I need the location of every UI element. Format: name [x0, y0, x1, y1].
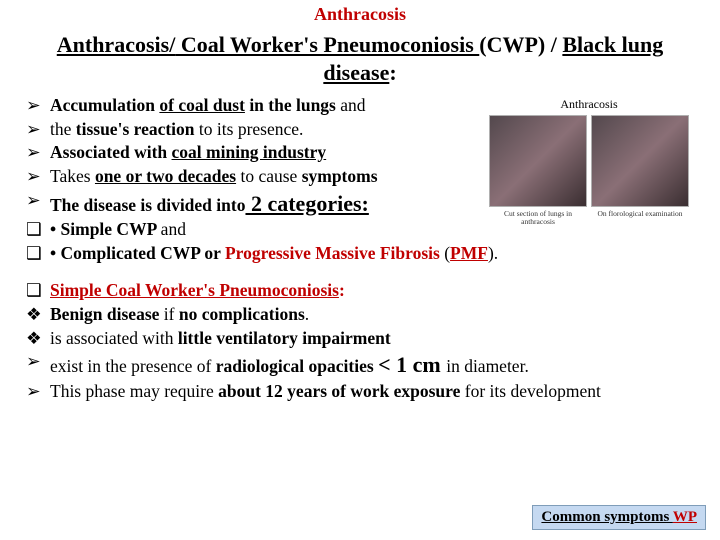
square-icon: ❑	[26, 218, 50, 242]
t: about 12 years of work exposure	[218, 381, 465, 401]
t: the	[50, 119, 76, 139]
b1-item-5: ➢ The disease is divided into 2 categori…	[26, 189, 506, 219]
title-pre: Anthracosis/	[57, 32, 176, 57]
t: 2 categories:	[245, 191, 368, 216]
footer-link-text: Common symptoms	[541, 509, 672, 525]
t: Takes	[50, 166, 95, 186]
t: and	[161, 219, 186, 239]
b2-item-4: ➢ exist in the presence of radiological …	[26, 350, 694, 380]
t: for its development	[465, 381, 601, 401]
diamond-icon: ❖	[26, 303, 50, 327]
b2-item-1: ❑ Simple Coal Worker's Pneumoconiosis:	[26, 279, 694, 303]
page-header: Anthracosis	[0, 0, 720, 25]
block-1: Anthracosis Cut section of lungs in anth…	[26, 94, 694, 265]
t: tissue's reaction	[76, 119, 195, 139]
b2-item-3: ❖ is associated with little ventilatory …	[26, 327, 694, 351]
t: no complications	[179, 304, 305, 324]
t: of coal dust	[159, 95, 245, 115]
main-title: Anthracosis/ Coal Worker's Pneumoconiosi…	[0, 25, 720, 94]
t: or	[200, 243, 225, 263]
t: Benign disease	[50, 304, 164, 324]
t: to cause	[236, 166, 302, 186]
diamond-icon: ❖	[26, 327, 50, 351]
title-mid: Coal Worker's Pneumoconiosis	[175, 32, 479, 57]
b2-item-5: ➢ This phase may require about 12 years …	[26, 380, 694, 404]
t: •	[50, 219, 61, 239]
figure-caption-1: Cut section of lungs in anthracosis	[489, 210, 587, 227]
t: in diameter.	[446, 356, 529, 376]
t: Associated with	[50, 142, 172, 162]
arrow-icon: ➢	[26, 94, 50, 118]
t: .	[305, 304, 309, 324]
title-abbr: (CWP) /	[479, 32, 562, 57]
t: Simple Coal Worker's Pneumoconiosis	[50, 280, 339, 300]
arrow-icon: ➢	[26, 118, 50, 142]
t: is associated with	[50, 328, 178, 348]
t: exist in the presence of	[50, 356, 216, 376]
square-icon: ❑	[26, 242, 50, 266]
t: < 1 cm	[378, 352, 446, 377]
t: radiological opacities	[216, 356, 378, 376]
square-icon: ❑	[26, 279, 50, 303]
t: This phase may require	[50, 381, 218, 401]
t: if	[164, 304, 179, 324]
arrow-icon: ➢	[26, 350, 50, 374]
t: and	[340, 95, 365, 115]
t: one or two decades	[95, 166, 236, 186]
t: :	[339, 280, 345, 300]
t: coal mining industry	[172, 142, 327, 162]
t: PMF	[450, 243, 488, 263]
b1-item-1: ➢ Accumulation of coal dust in the lungs…	[26, 94, 506, 118]
b1-item-3: ➢ Associated with coal mining industry	[26, 141, 506, 165]
t: Simple CWP	[61, 219, 161, 239]
footer-link[interactable]: Common symptoms WP	[532, 505, 706, 530]
lung-image-left	[489, 115, 587, 207]
arrow-icon: ➢	[26, 141, 50, 165]
title-tail: :	[389, 60, 396, 85]
t: Complicated CWP	[61, 243, 201, 263]
lung-image-right	[591, 115, 689, 207]
b1-item-2: ➢ the tissue's reaction to its presence.	[26, 118, 506, 142]
footer-link-wp: WP	[673, 509, 697, 525]
figure-caption-2: On florological examination	[591, 210, 689, 227]
t: Progressive Massive Fibrosis	[225, 243, 444, 263]
arrow-icon: ➢	[26, 165, 50, 189]
t: little ventilatory impairment	[178, 328, 391, 348]
arrow-icon: ➢	[26, 380, 50, 404]
lung-figure: Anthracosis Cut section of lungs in anth…	[484, 96, 694, 256]
t: to its presence.	[195, 119, 304, 139]
t: symptoms	[302, 166, 378, 186]
t: in the lungs	[245, 95, 340, 115]
arrow-icon: ➢	[26, 189, 50, 213]
figure-title: Anthracosis	[484, 96, 694, 112]
block-2: ❑ Simple Coal Worker's Pneumoconiosis: ❖…	[26, 279, 694, 403]
b1-item-4: ➢ Takes one or two decades to cause symp…	[26, 165, 506, 189]
b2-item-2: ❖ Benign disease if no complications.	[26, 303, 694, 327]
t: The disease is divided into	[50, 195, 245, 215]
t: •	[50, 243, 61, 263]
t: Accumulation	[50, 95, 159, 115]
